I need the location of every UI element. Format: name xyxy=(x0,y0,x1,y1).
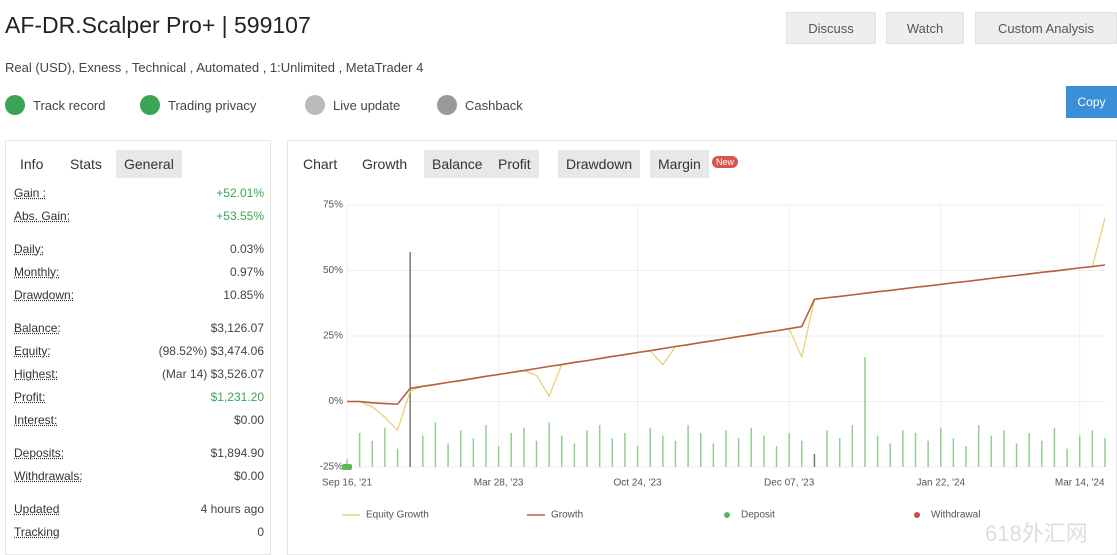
header-button[interactable]: Discuss xyxy=(786,12,876,44)
deposit-marker xyxy=(342,464,352,470)
status-icon xyxy=(437,95,457,115)
info-row: Interest: $0.00 xyxy=(14,413,264,427)
info-label: Interest: xyxy=(14,413,58,427)
legend-label: Growth xyxy=(551,510,583,521)
status-label: Cashback xyxy=(465,97,523,113)
legend-label: Deposit xyxy=(741,510,775,521)
info-row: Drawdown: 10.85% xyxy=(14,288,264,302)
info-row: Abs. Gain: +53.55% xyxy=(14,209,264,223)
info-row: Withdrawals: $0.00 xyxy=(14,469,264,483)
chart-tab[interactable]: Growth xyxy=(362,156,408,172)
info-row: Equity: (98.52%) $3,474.06 xyxy=(14,344,264,358)
legend-label: Equity Growth xyxy=(366,510,429,521)
info-label: Balance: xyxy=(14,321,61,335)
info-label: Monthly: xyxy=(14,265,60,279)
info-value: 0 xyxy=(257,525,264,539)
header-button[interactable]: Watch xyxy=(886,12,964,44)
info-value: $1,231.20 xyxy=(210,390,264,404)
y-tick-label: 25% xyxy=(323,331,343,342)
x-tick-label: Mar 14, '24 xyxy=(1055,478,1105,489)
info-label: Profit: xyxy=(14,390,46,404)
chart-tab[interactable]: Margin xyxy=(650,150,709,178)
chart-tab[interactable]: Balance xyxy=(424,150,491,178)
info-row: Monthly: 0.97% xyxy=(14,265,264,279)
status-label: Trading privacy xyxy=(168,97,257,113)
info-row: Updated 4 hours ago xyxy=(14,502,264,516)
y-tick-label: -25% xyxy=(320,462,343,473)
subtitle: Real (USD), Exness , Technical , Automat… xyxy=(5,60,424,75)
legend-swatch xyxy=(914,512,920,518)
info-tab[interactable]: Stats xyxy=(70,156,102,172)
info-label: Gain : xyxy=(14,186,47,200)
chart-tab[interactable]: Drawdown xyxy=(558,150,641,178)
info-value: $0.00 xyxy=(233,469,264,483)
info-label: Updated xyxy=(14,502,60,516)
info-label: Deposits: xyxy=(14,446,65,460)
info-value: $1,894.90 xyxy=(210,446,264,460)
info-value: 4 hours ago xyxy=(200,502,264,516)
line xyxy=(347,264,1106,405)
y-tick-label: 50% xyxy=(323,265,343,276)
info-label: Drawdown: xyxy=(14,288,75,302)
status-icon xyxy=(140,95,160,115)
status-icon xyxy=(5,95,25,115)
info-value: $3,126.07 xyxy=(210,321,264,335)
status: Track record xyxy=(5,95,105,115)
status: Live update xyxy=(305,95,400,115)
info-value: (98.52%) $3,474.06 xyxy=(158,344,264,358)
info-label: Abs. Gain: xyxy=(14,209,71,223)
info-value: (Mar 14) $3,526.07 xyxy=(161,367,264,381)
status-icon xyxy=(305,95,325,115)
info-value: 0.97% xyxy=(229,265,264,279)
header-button[interactable]: Custom Analysis xyxy=(975,12,1117,44)
info-tab[interactable]: General xyxy=(116,150,182,178)
info-value: +52.01% xyxy=(216,186,264,200)
info-row: Balance: $3,126.07 xyxy=(14,321,264,335)
status: Cashback xyxy=(437,95,523,115)
info-label: Equity: xyxy=(14,344,51,358)
info-value: +53.55% xyxy=(216,209,264,223)
x-tick-label: Dec 07, '23 xyxy=(764,478,815,489)
info-row: Daily: 0.03% xyxy=(14,242,264,256)
info-value: $0.00 xyxy=(233,413,264,427)
chart-tab[interactable]: Chart xyxy=(303,156,338,172)
title: AF-DR.Scalper Pro+ | 599107 xyxy=(5,12,311,38)
info-label: Tracking xyxy=(14,525,60,539)
watermark: 618外汇网 xyxy=(985,521,1088,546)
copy-button[interactable]: Copy xyxy=(1066,86,1117,118)
info-label: Daily: xyxy=(14,242,45,256)
info-label: Withdrawals: xyxy=(14,469,83,483)
new-badge: New xyxy=(712,156,739,168)
info-value: 10.85% xyxy=(223,288,264,302)
x-tick-label: Sep 16, '21 xyxy=(322,478,373,489)
info-row: Tracking 0 xyxy=(14,525,264,539)
x-tick-label: Mar 28, '23 xyxy=(474,478,524,489)
info-row: Gain : +52.01% xyxy=(14,186,264,200)
status-label: Track record xyxy=(33,97,106,113)
x-tick-label: Jan 22, '24 xyxy=(916,478,965,489)
y-tick-label: 75% xyxy=(323,200,343,211)
status: Trading privacy xyxy=(140,95,256,115)
info-row: Deposits: $1,894.90 xyxy=(14,446,264,460)
info-tab[interactable]: Info xyxy=(20,156,44,172)
chart-tab[interactable]: Profit xyxy=(490,150,539,178)
legend-label: Withdrawal xyxy=(931,510,980,521)
status-label: Live update xyxy=(333,97,401,113)
chart: 75% 50% 25% 0% -25% Sep 16, '21 Mar 28, '23 Oct… xyxy=(320,200,1106,521)
info-value: 0.03% xyxy=(229,242,264,256)
line xyxy=(347,217,1106,432)
x-tick-label: Oct 24, '23 xyxy=(614,478,662,489)
info-row: Highest: (Mar 14) $3,526.07 xyxy=(14,367,264,381)
info-label: Highest: xyxy=(14,367,59,381)
legend-swatch xyxy=(724,512,730,518)
y-tick-label: 0% xyxy=(329,396,344,407)
info-row: Profit: $1,231.20 xyxy=(14,390,264,404)
